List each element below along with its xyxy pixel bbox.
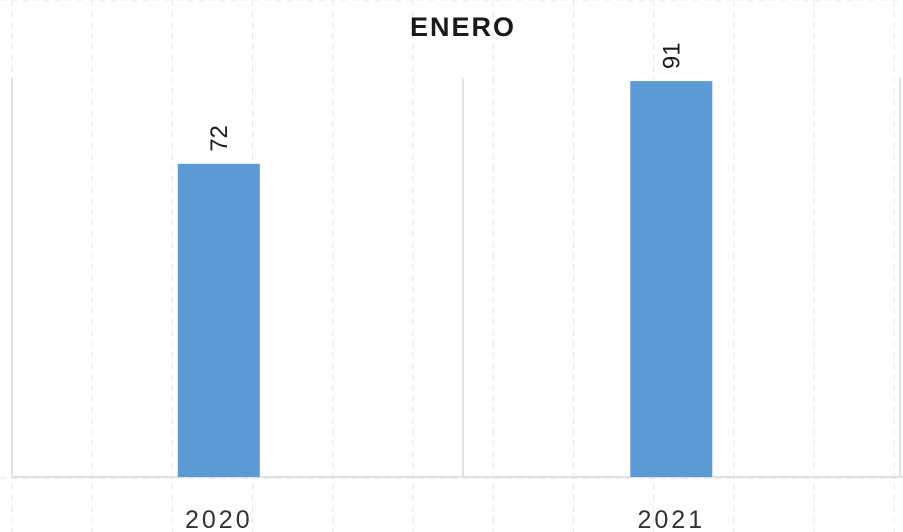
data-labels-group: 72 91 — [206, 42, 685, 152]
data-label-2021: 91 — [658, 42, 685, 69]
chart-title: ENERO — [410, 12, 516, 42]
x-tick-label-2021: 2021 — [637, 506, 705, 532]
data-label-2020: 72 — [206, 125, 233, 152]
x-tick-label-2020: 2020 — [185, 506, 253, 532]
bar-2021 — [630, 81, 713, 477]
bar-2020 — [177, 163, 260, 478]
bars-group — [177, 81, 713, 478]
x-tick-labels-group: 2020 2021 — [185, 506, 705, 532]
